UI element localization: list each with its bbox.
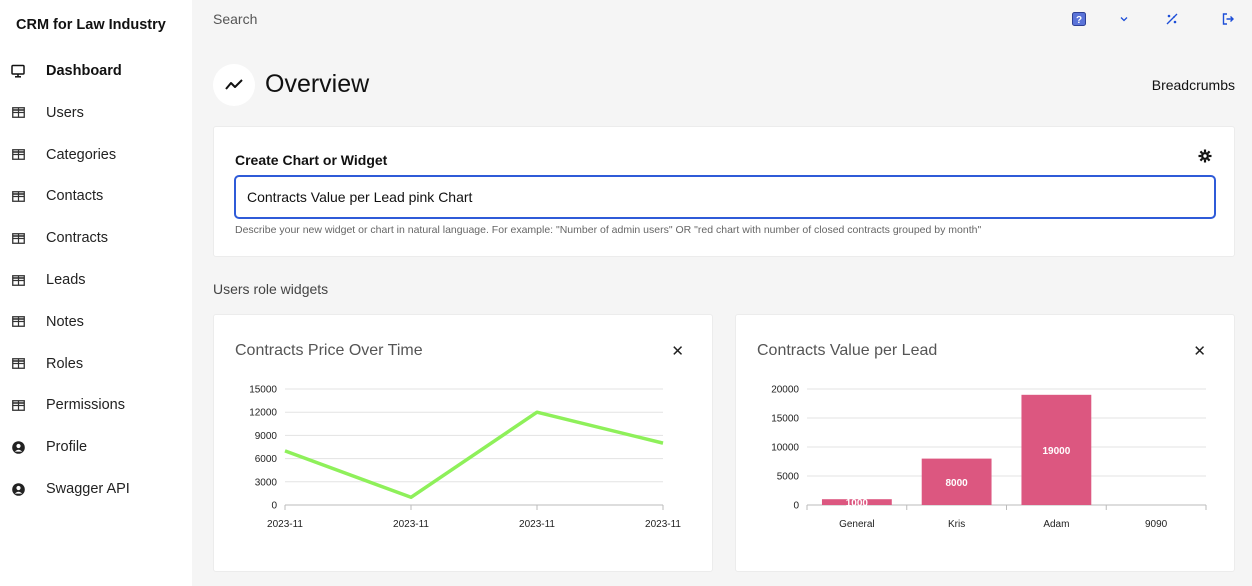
- sidebar-item-roles[interactable]: Roles: [0, 348, 192, 380]
- table-icon: [10, 356, 26, 372]
- sidebar-item-categories[interactable]: Categories: [0, 139, 192, 171]
- y-tick-label: 15000: [771, 414, 799, 425]
- page-title: Overview: [265, 70, 370, 98]
- sidebar: CRM for Law Industry Dashboard Users Categ…: [0, 0, 192, 586]
- chevron-down-icon[interactable]: [1115, 10, 1133, 28]
- x-tick-label: 2023-11: [645, 519, 681, 530]
- y-tick-label: 6000: [255, 454, 278, 465]
- sidebar-item-label: Permissions: [46, 397, 125, 414]
- sidebar-item-label: Notes: [46, 313, 84, 330]
- bar: [821, 499, 892, 505]
- table-icon: [10, 188, 26, 204]
- chart-title: Contracts Value per Lead: [757, 342, 938, 359]
- trend-icon: [213, 64, 255, 106]
- y-tick-label: 15000: [249, 385, 277, 396]
- sidebar-item-notes[interactable]: Notes: [0, 306, 192, 338]
- sidebar-item-label: Users: [46, 104, 84, 121]
- x-tick-label: Adam: [1043, 519, 1069, 530]
- bar-data-label: 19000: [1042, 446, 1070, 457]
- sidebar-item-label: Dashboard: [46, 63, 122, 79]
- x-tick-label: General: [839, 519, 875, 530]
- bar: [921, 458, 992, 505]
- bar-data-label: 8000: [946, 478, 969, 489]
- y-tick-label: 0: [793, 501, 799, 512]
- table-icon: [10, 314, 26, 330]
- search-input[interactable]: Search: [213, 11, 258, 27]
- table-icon: [10, 105, 26, 121]
- sidebar-item-label: Leads: [46, 272, 86, 288]
- gear-icon[interactable]: [1198, 149, 1212, 163]
- widget-prompt-help: Describe your new widget or chart in nat…: [235, 224, 982, 236]
- monitor-icon: [10, 63, 26, 79]
- y-tick-label: 10000: [771, 443, 799, 454]
- theme-toggle-icon[interactable]: [1163, 10, 1181, 28]
- logout-icon[interactable]: [1219, 10, 1237, 28]
- series-line: [284, 410, 664, 500]
- sidebar-item-label: Contacts: [46, 188, 104, 205]
- widget-prompt-input[interactable]: [234, 175, 1216, 219]
- section-heading: Users role widgets: [213, 281, 329, 297]
- y-tick-label: 12000: [249, 408, 277, 419]
- table-icon: [10, 272, 26, 288]
- sidebar-item-swagger-api[interactable]: Swagger API: [0, 473, 192, 505]
- sidebar-item-profile[interactable]: Profile: [0, 431, 192, 463]
- y-tick-label: 9000: [255, 431, 278, 442]
- y-tick-label: 5000: [777, 472, 800, 483]
- x-tick-label: 2023-11: [393, 519, 429, 530]
- x-tick-label: 2023-11: [519, 519, 555, 530]
- bar-chart-card: Contracts Value per Lead ✕ 0 5000 10000 150…: [735, 314, 1235, 572]
- sidebar-item-users[interactable]: Users: [0, 97, 192, 129]
- sidebar-item-contacts[interactable]: Contacts: [0, 180, 192, 212]
- x-tick-label: 2023-11: [267, 519, 303, 530]
- y-tick-label: 3000: [255, 477, 278, 488]
- breadcrumb[interactable]: Breadcrumbs: [1151, 77, 1235, 93]
- sidebar-item-dashboard[interactable]: Dashboard: [0, 55, 192, 87]
- close-icon[interactable]: ✕: [671, 343, 684, 360]
- bar: [1021, 394, 1092, 505]
- sidebar-item-label: Profile: [46, 439, 88, 456]
- x-tick-label: 9090: [1145, 519, 1168, 530]
- y-tick-label: 20000: [771, 385, 799, 396]
- chart-title: Contracts Price Over Time: [235, 342, 423, 359]
- sidebar-item-permissions[interactable]: Permissions: [0, 389, 192, 421]
- svg-text:?: ?: [1076, 15, 1082, 26]
- x-tick-label: Kris: [948, 519, 965, 530]
- table-icon: [10, 397, 26, 413]
- line-chart: 0 3000 6000 9000 12000 15000 2023-11 2023-11 202…: [249, 385, 681, 531]
- sidebar-item-label: Roles: [46, 355, 84, 372]
- user-circle-icon: [10, 481, 26, 497]
- sidebar-item-label: Contracts: [46, 230, 109, 247]
- close-icon[interactable]: ✕: [1193, 343, 1206, 360]
- sidebar-item-leads[interactable]: Leads: [0, 264, 192, 296]
- line-chart-card: Contracts Price Over Time ✕ 0 3000 6000 900…: [213, 314, 713, 572]
- help-icon[interactable]: ?: [1070, 10, 1088, 28]
- create-widget-card: Create Chart or Widget Describe your new…: [213, 126, 1235, 257]
- y-tick-label: 0: [271, 501, 277, 512]
- table-icon: [10, 147, 26, 163]
- table-icon: [10, 230, 26, 246]
- bar-data-label: 1000: [846, 498, 869, 509]
- app-brand: CRM for Law Industry: [16, 17, 166, 33]
- user-circle-icon: [10, 439, 26, 455]
- sidebar-item-label: Categories: [46, 146, 117, 163]
- bar-chart: 0 5000 10000 15000 20000 1000 General 8000 Kris 1…: [771, 385, 1207, 530]
- sidebar-item-label: Swagger API: [46, 481, 130, 497]
- create-widget-title: Create Chart or Widget: [235, 152, 388, 168]
- sidebar-item-contracts[interactable]: Contracts: [0, 222, 192, 254]
